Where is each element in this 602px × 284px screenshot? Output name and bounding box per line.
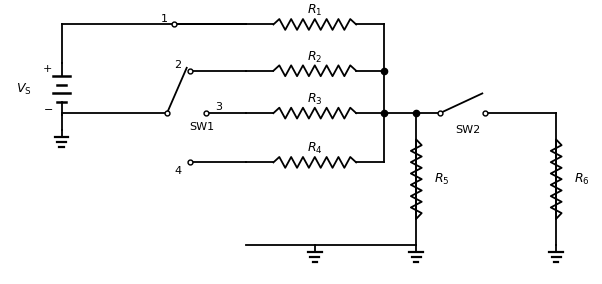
Text: 3: 3	[215, 102, 222, 112]
Text: SW1: SW1	[189, 122, 214, 132]
Text: $V_\mathrm{S}$: $V_\mathrm{S}$	[16, 82, 32, 97]
Text: 2: 2	[174, 60, 181, 70]
Text: SW2: SW2	[455, 125, 480, 135]
Text: $R_2$: $R_2$	[307, 49, 323, 64]
Text: $-$: $-$	[43, 103, 53, 113]
Text: $R_5$: $R_5$	[434, 172, 450, 187]
Text: $R_6$: $R_6$	[574, 172, 589, 187]
Text: $R_3$: $R_3$	[307, 92, 323, 107]
Text: +: +	[43, 64, 52, 74]
Text: $R_4$: $R_4$	[307, 141, 323, 156]
Text: 1: 1	[161, 14, 167, 24]
Text: 4: 4	[174, 166, 181, 176]
Text: $R_1$: $R_1$	[307, 3, 323, 18]
